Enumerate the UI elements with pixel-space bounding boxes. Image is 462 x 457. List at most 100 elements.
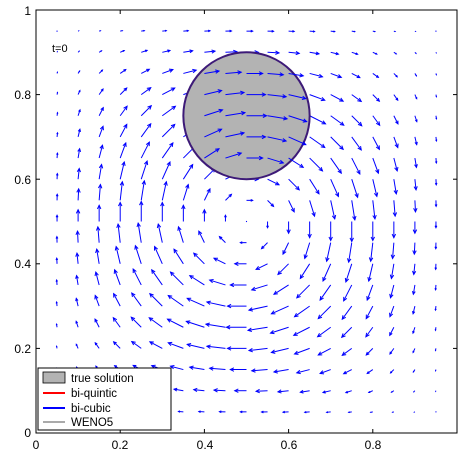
velocity-arrow: [112, 316, 121, 328]
velocity-arrow: [351, 200, 357, 221]
velocity-arrow: [169, 364, 184, 371]
legend-label-weno5: WENO5: [71, 417, 113, 429]
velocity-arrow: [303, 410, 310, 414]
velocity-arrow: [55, 300, 58, 307]
velocity-arrow: [183, 49, 194, 54]
velocity-arrow: [229, 367, 247, 372]
velocity-arrow: [322, 263, 332, 283]
velocity-arrow: [140, 122, 152, 138]
velocity-arrow: [293, 305, 310, 318]
velocity-arrow: [246, 113, 268, 118]
x-tick-label: 0.4: [197, 438, 214, 452]
velocity-arrow: [365, 326, 374, 338]
velocity-arrow: [131, 292, 142, 307]
velocity-arrow: [77, 50, 81, 53]
velocity-arrow: [372, 73, 380, 79]
velocity-arrow: [161, 123, 176, 138]
velocity-arrow: [260, 410, 268, 414]
velocity-arrow: [192, 252, 205, 265]
velocity-arrow: [288, 178, 301, 191]
velocity-arrow: [225, 111, 247, 117]
velocity-arrow: [351, 136, 362, 151]
velocity-arrow: [239, 241, 247, 245]
velocity-arrow: [325, 242, 332, 263]
velocity-arrow: [246, 29, 254, 33]
velocity-arrow: [114, 245, 121, 264]
velocity-arrow: [148, 341, 163, 349]
velocity-arrow: [225, 131, 246, 138]
velocity-arrow: [412, 348, 416, 354]
velocity-arrow: [226, 346, 247, 351]
velocity-arrow: [435, 411, 437, 413]
velocity-arrow: [391, 221, 397, 239]
velocity-arrow: [389, 263, 395, 280]
velocity-arrow: [281, 410, 289, 414]
velocity-arrow: [267, 29, 275, 33]
velocity-arrow: [341, 347, 353, 356]
legend-patch-true-solution: [42, 371, 66, 384]
velocity-arrow: [56, 30, 58, 32]
velocity-arrow: [309, 200, 316, 218]
velocity-arrow: [372, 179, 379, 198]
velocity-arrow: [351, 73, 361, 79]
velocity-arrow: [229, 282, 247, 288]
velocity-arrow: [434, 263, 438, 271]
velocity-arrow: [56, 91, 59, 95]
y-tick-labels: 0 0.2 0.4 0.6 0.8 1: [14, 4, 31, 440]
y-tick-label: 1: [24, 4, 31, 18]
velocity-arrow: [288, 136, 307, 146]
velocity-arrow: [325, 411, 331, 414]
velocity-arrow: [233, 261, 247, 266]
velocity-arrow: [56, 111, 59, 116]
velocity-arrow: [411, 284, 416, 296]
legend: true solution bi-quintic bi-cubic WENO5: [37, 367, 172, 431]
velocity-arrow: [351, 51, 359, 55]
velocity-arrow: [414, 73, 418, 77]
velocity-arrow: [370, 221, 375, 242]
velocity-arrow: [246, 198, 254, 202]
velocity-arrow: [119, 180, 125, 201]
velocity-arrow: [372, 200, 377, 221]
velocity-arrow: [95, 225, 101, 243]
velocity-arrow: [246, 71, 264, 76]
velocity-arrow: [55, 172, 59, 180]
velocity-arrow: [204, 108, 224, 117]
velocity-arrow: [434, 306, 437, 312]
velocity-arrow: [267, 72, 285, 77]
velocity-arrow: [412, 242, 417, 256]
velocity-arrow: [225, 90, 246, 96]
velocity-arrow: [96, 204, 102, 222]
velocity-arrow: [177, 225, 184, 243]
velocity-arrow: [351, 94, 363, 103]
velocity-arrow: [390, 390, 395, 393]
velocity-arrow: [98, 163, 104, 180]
velocity-arrow: [372, 51, 378, 55]
velocity-arrow: [330, 51, 340, 56]
velocity-arrow: [225, 325, 247, 330]
velocity-arrow: [435, 94, 438, 98]
velocity-arrow: [77, 128, 82, 138]
velocity-arrow: [330, 94, 345, 102]
velocity-arrow: [77, 70, 81, 74]
y-tick-label: 0.6: [14, 173, 31, 187]
velocity-arrow: [75, 297, 79, 307]
velocity-arrow: [225, 70, 243, 75]
velocity-arrow: [288, 115, 308, 123]
velocity-arrow: [434, 179, 438, 186]
velocity-arrow: [56, 131, 59, 137]
velocity-arrow: [94, 270, 100, 286]
velocity-arrow: [130, 340, 142, 349]
velocity-arrow: [372, 115, 381, 127]
velocity-arrow: [351, 115, 363, 127]
velocity-arrow: [203, 187, 211, 201]
velocity-arrow: [156, 222, 163, 243]
velocity-arrow: [267, 157, 285, 165]
velocity-arrow: [119, 105, 128, 117]
velocity-arrow: [148, 317, 163, 328]
velocity-arrow: [204, 128, 223, 138]
velocity-arrow: [413, 179, 418, 191]
velocity-arrow: [349, 221, 354, 243]
velocity-arrow: [393, 51, 398, 55]
velocity-arrow: [365, 348, 374, 356]
